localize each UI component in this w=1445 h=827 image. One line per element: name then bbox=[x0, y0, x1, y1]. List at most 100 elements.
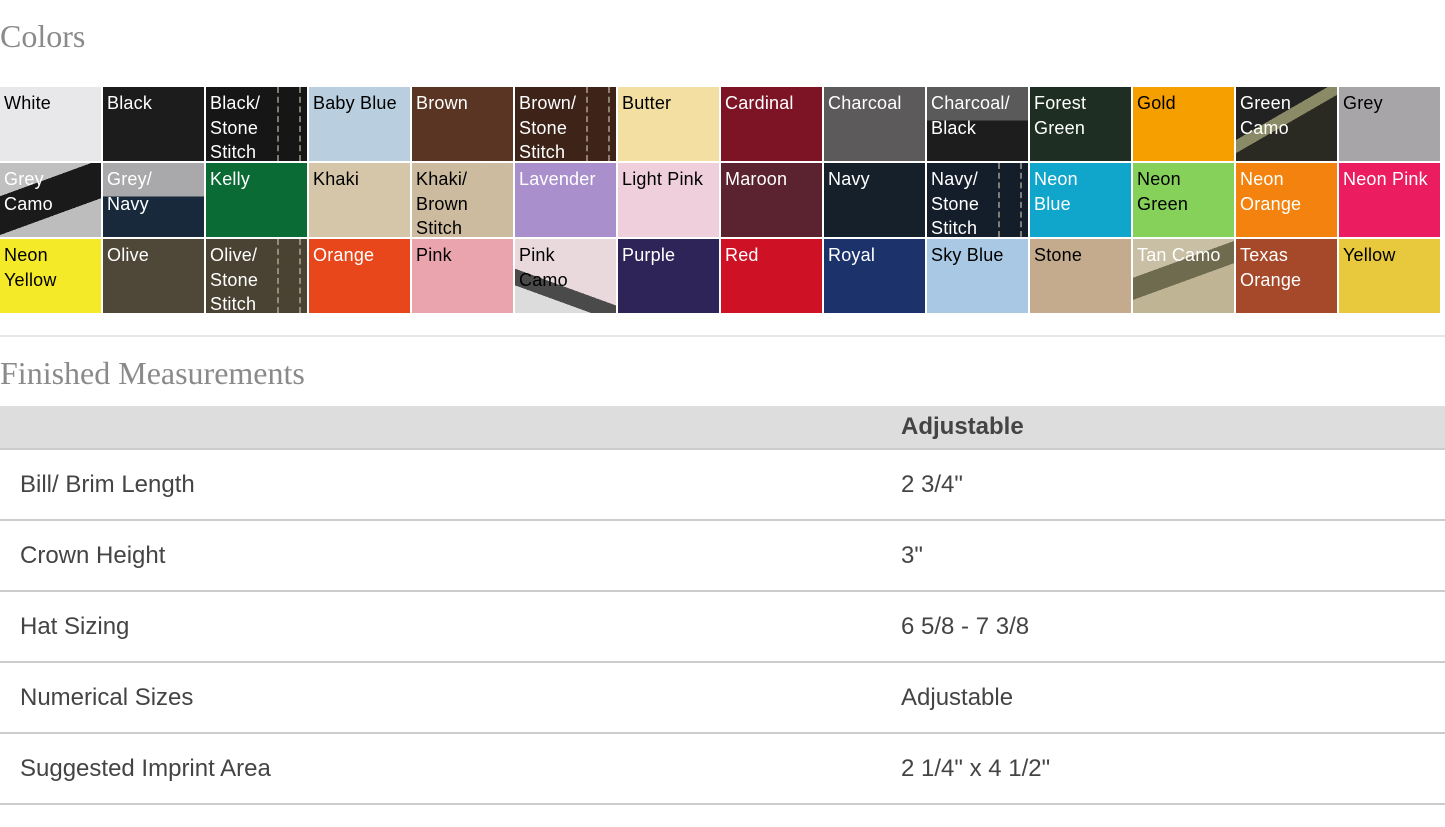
swatch-label: Light Pink bbox=[622, 169, 704, 189]
swatch-label: Maroon bbox=[725, 169, 788, 189]
color-swatch: Neon Yellow bbox=[0, 239, 101, 313]
swatch-label: Pink bbox=[416, 245, 452, 265]
swatch-label: Black/ Stone Stitch bbox=[210, 93, 261, 161]
color-swatch: Olive bbox=[103, 239, 204, 313]
swatch-label: Yellow bbox=[1343, 245, 1396, 265]
table-row: Suggested Imprint Area 2 1/4" x 4 1/2" bbox=[0, 733, 1445, 805]
measurement-label: Suggested Imprint Area bbox=[0, 733, 881, 805]
swatch-label: Grey/ Navy bbox=[107, 169, 153, 214]
swatch-label: Orange bbox=[313, 245, 375, 265]
swatch-label: Navy/ Stone Stitch bbox=[931, 169, 980, 237]
color-swatch: Sky Blue bbox=[927, 239, 1028, 313]
swatch-label: Khaki/ Brown Stitch bbox=[416, 169, 469, 237]
color-swatch: Gold bbox=[1133, 87, 1234, 161]
color-swatch: Forest Green bbox=[1030, 87, 1131, 161]
swatch-label: Stone bbox=[1034, 245, 1083, 265]
swatch-label: Lavender bbox=[519, 169, 596, 189]
swatch-label: White bbox=[4, 93, 52, 113]
measurement-value: 3" bbox=[881, 520, 1445, 592]
color-swatch: Lavender bbox=[515, 163, 616, 237]
color-swatch: Navy bbox=[824, 163, 925, 237]
color-swatch: Butter bbox=[618, 87, 719, 161]
swatch-label: Charcoal/ Black bbox=[931, 93, 1010, 138]
swatch-label: Gold bbox=[1137, 93, 1176, 113]
swatch-label: Kelly bbox=[210, 169, 251, 189]
color-swatch: White bbox=[0, 87, 101, 161]
swatch-label: Cardinal bbox=[725, 93, 794, 113]
swatch-label: Olive/ Stone Stitch bbox=[210, 245, 259, 313]
swatch-label: Texas Orange bbox=[1240, 245, 1302, 290]
measurement-label: Bill/ Brim Length bbox=[0, 449, 881, 521]
measurement-value: 2 1/4" x 4 1/2" bbox=[881, 733, 1445, 805]
swatch-label: Green Camo bbox=[1240, 93, 1292, 138]
swatch-label: Forest Green bbox=[1034, 93, 1087, 138]
swatch-label: Purple bbox=[622, 245, 676, 265]
swatch-label: Grey Camo bbox=[4, 169, 53, 214]
measurement-value: 6 5/8 - 7 3/8 bbox=[881, 591, 1445, 663]
color-swatch: Texas Orange bbox=[1236, 239, 1337, 313]
color-swatch: Neon Pink bbox=[1339, 163, 1440, 237]
measurement-label: Crown Height bbox=[0, 520, 881, 592]
header-label bbox=[0, 406, 881, 450]
swatch-label: Pink Camo bbox=[519, 245, 568, 290]
color-swatch: Purple bbox=[618, 239, 719, 313]
header-adjustable: Adjustable bbox=[881, 406, 1445, 450]
swatch-label: Neon Blue bbox=[1034, 169, 1078, 214]
color-swatch: Olive/ Stone Stitch bbox=[206, 239, 307, 313]
color-swatch: Light Pink bbox=[618, 163, 719, 237]
color-swatch: Maroon bbox=[721, 163, 822, 237]
color-swatch: Kelly bbox=[206, 163, 307, 237]
swatch-label: Black bbox=[107, 93, 153, 113]
swatch-label: Neon Yellow bbox=[4, 245, 57, 290]
color-swatch: Black/ Stone Stitch bbox=[206, 87, 307, 161]
swatch-label: Butter bbox=[622, 93, 672, 113]
color-swatch: Charcoal bbox=[824, 87, 925, 161]
swatch-label: Royal bbox=[828, 245, 876, 265]
swatch-label: Neon Pink bbox=[1343, 169, 1428, 189]
swatch-label: Sky Blue bbox=[931, 245, 1004, 265]
swatch-label: Grey bbox=[1343, 93, 1383, 113]
table-header-row: Adjustable bbox=[0, 406, 1445, 450]
color-swatch: Brown/ Stone Stitch bbox=[515, 87, 616, 161]
color-swatch: Stone bbox=[1030, 239, 1131, 313]
table-row: Bill/ Brim Length 2 3/4" bbox=[0, 449, 1445, 521]
measurement-value: Adjustable bbox=[881, 662, 1445, 734]
table-row: Hat Sizing 6 5/8 - 7 3/8 bbox=[0, 591, 1445, 663]
color-swatch: Neon Green bbox=[1133, 163, 1234, 237]
color-swatch: Pink bbox=[412, 239, 513, 313]
color-swatch: Royal bbox=[824, 239, 925, 313]
color-swatch: Green Camo bbox=[1236, 87, 1337, 161]
color-swatch: Grey/ Navy bbox=[103, 163, 204, 237]
color-swatch: Yellow bbox=[1339, 239, 1440, 313]
measurements-table: Adjustable Bill/ Brim Length 2 3/4" Crown … bbox=[0, 406, 1445, 805]
swatch-label: Red bbox=[725, 245, 759, 265]
colors-heading: Colors bbox=[0, 18, 86, 54]
swatch-label: Charcoal bbox=[828, 93, 902, 113]
color-swatch: Red bbox=[721, 239, 822, 313]
measurements-heading: Finished Measurements bbox=[0, 355, 305, 391]
color-swatch-grid: White Black Black/ Stone Stitch Baby Blue Br… bbox=[0, 87, 1445, 313]
color-swatch: Khaki/ Brown Stitch bbox=[412, 163, 513, 237]
section-divider bbox=[0, 335, 1445, 337]
color-swatch: Cardinal bbox=[721, 87, 822, 161]
color-swatch: Orange bbox=[309, 239, 410, 313]
color-swatch: Pink Camo bbox=[515, 239, 616, 313]
color-swatch: Navy/ Stone Stitch bbox=[927, 163, 1028, 237]
table-row: Crown Height 3" bbox=[0, 520, 1445, 592]
swatch-label: Brown/ Stone Stitch bbox=[519, 93, 577, 161]
measurement-label: Numerical Sizes bbox=[0, 662, 881, 734]
swatch-label: Neon Green bbox=[1137, 169, 1189, 214]
swatch-label: Neon Orange bbox=[1240, 169, 1302, 214]
swatch-label: Tan Camo bbox=[1137, 245, 1221, 265]
color-swatch: Neon Blue bbox=[1030, 163, 1131, 237]
measurement-label: Hat Sizing bbox=[0, 591, 881, 663]
swatch-label: Brown bbox=[416, 93, 469, 113]
color-swatch: Charcoal/ Black bbox=[927, 87, 1028, 161]
swatch-label: Khaki bbox=[313, 169, 360, 189]
color-swatch: Grey bbox=[1339, 87, 1440, 161]
color-swatch: Neon Orange bbox=[1236, 163, 1337, 237]
color-swatch: Khaki bbox=[309, 163, 410, 237]
color-swatch: Black bbox=[103, 87, 204, 161]
swatch-label: Navy bbox=[828, 169, 870, 189]
measurement-value: 2 3/4" bbox=[881, 449, 1445, 521]
